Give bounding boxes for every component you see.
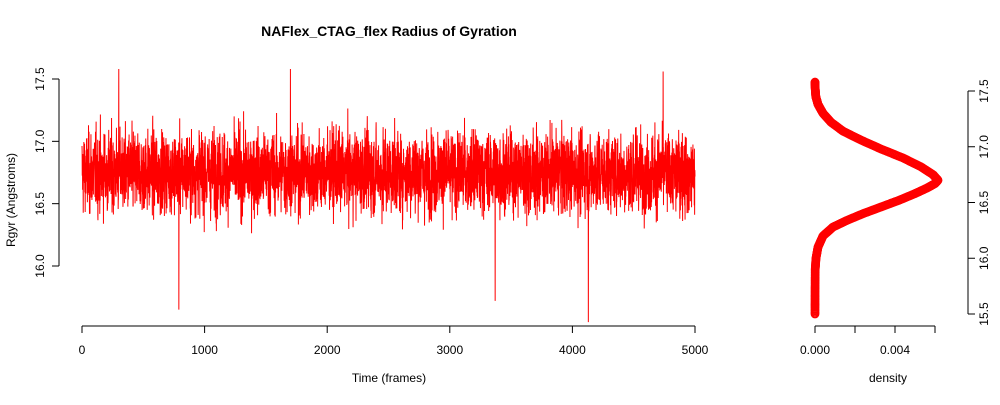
- density-y-axis-ticks: 15.5 16.0 16.5 17.0 17.5: [968, 79, 991, 326]
- y-tick-label: 17.0: [33, 129, 47, 153]
- x-tick-label: 2000: [314, 343, 341, 357]
- y-tick-label: 16.0: [33, 254, 47, 278]
- density-y-tick-label: 16.0: [977, 246, 991, 270]
- y-tick-label: 16.5: [33, 192, 47, 216]
- x-tick-label: 3000: [436, 343, 463, 357]
- x-axis-ticks: 0 1000 2000 3000 4000 5000: [79, 326, 709, 357]
- density-y-tick-label: 17.5: [977, 79, 991, 103]
- x-tick-label: 4000: [559, 343, 586, 357]
- density-panel: 0.000 0.004 15.5 16.0 16.5 17.0 17.5 density: [800, 77, 991, 385]
- density-y-tick-label: 16.5: [977, 190, 991, 214]
- x-axis-label: Time (frames): [352, 371, 426, 385]
- y-axis-ticks: 16.0 16.5 17.0 17.5: [33, 67, 59, 278]
- rgyr-series-line: [81, 69, 696, 323]
- x-tick-label: 5000: [682, 343, 709, 357]
- main-timeseries-panel: 0 1000 2000 3000 4000 5000 16.0 16.5 17.0 17.5 T…: [4, 67, 709, 385]
- density-x-tick-label: 0.004: [880, 343, 910, 357]
- density-point: [810, 77, 820, 87]
- density-x-axis-ticks: 0.000 0.004: [800, 326, 936, 357]
- density-y-tick-label: 17.0: [977, 135, 991, 159]
- x-tick-label: 1000: [191, 343, 218, 357]
- y-axis-label: Rgyr (Angstroms): [4, 153, 18, 247]
- density-x-tick-label: 0.000: [800, 343, 830, 357]
- density-y-tick-label: 15.5: [977, 302, 991, 326]
- density-curve: [810, 77, 943, 319]
- x-tick-label: 0: [79, 343, 86, 357]
- chart-title: NAFlex_CTAG_flex Radius of Gyration: [261, 23, 517, 39]
- density-x-axis-label: density: [869, 371, 907, 385]
- y-tick-label: 17.5: [33, 67, 47, 91]
